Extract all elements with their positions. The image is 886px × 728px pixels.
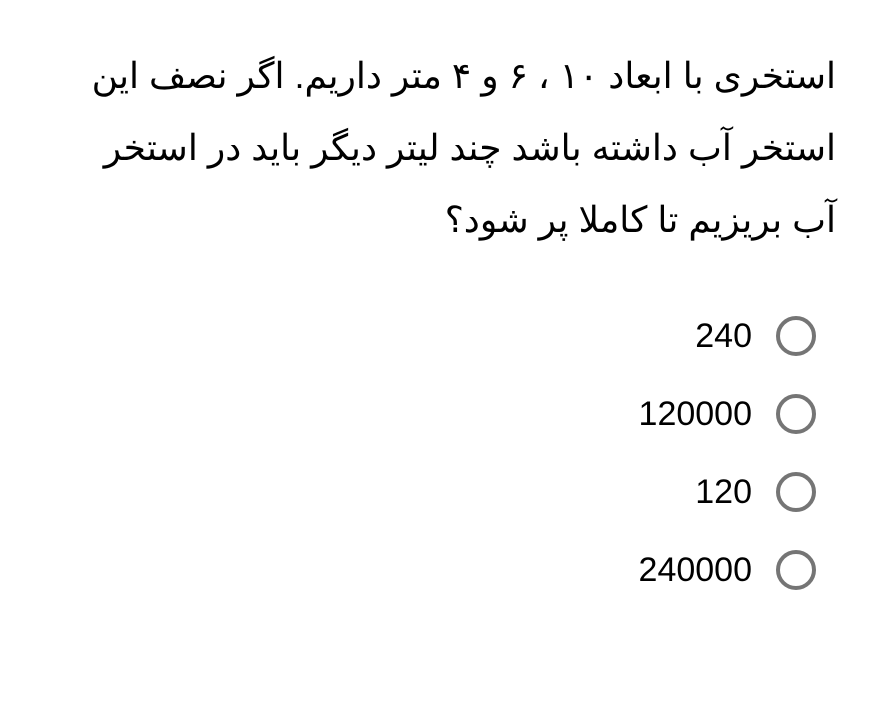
- option-row[interactable]: 240: [50, 316, 816, 356]
- radio-icon[interactable]: [776, 472, 816, 512]
- option-label: 120000: [639, 395, 752, 434]
- option-label: 120: [695, 473, 752, 512]
- radio-icon[interactable]: [776, 394, 816, 434]
- question-text: استخری با ابعاد ۱۰ ، ۶ و ۴ متر داریم. اگ…: [50, 40, 836, 256]
- option-row[interactable]: 120: [50, 472, 816, 512]
- radio-icon[interactable]: [776, 316, 816, 356]
- option-label: 240000: [639, 551, 752, 590]
- radio-icon[interactable]: [776, 550, 816, 590]
- option-row[interactable]: 120000: [50, 394, 816, 434]
- option-label: 240: [695, 317, 752, 356]
- options-container: 240 120000 120 240000: [50, 316, 836, 590]
- option-row[interactable]: 240000: [50, 550, 816, 590]
